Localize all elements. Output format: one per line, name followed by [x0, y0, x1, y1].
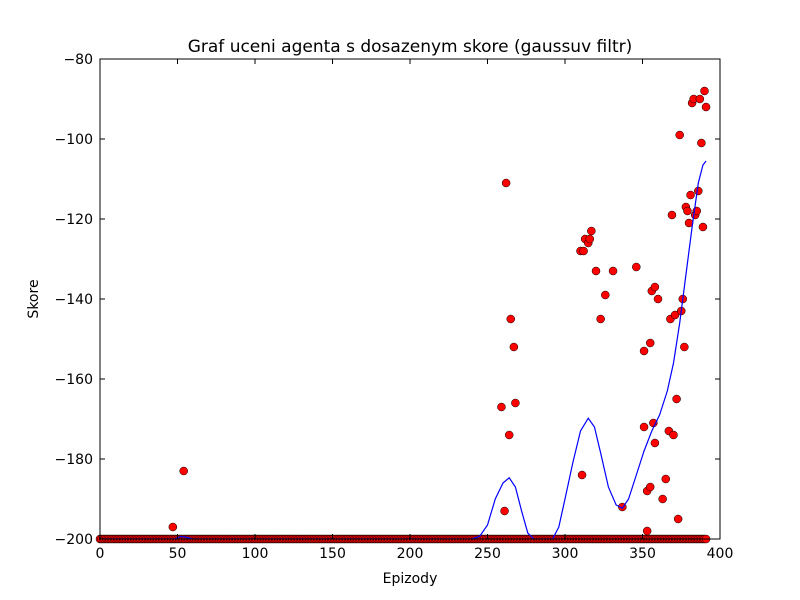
score-point: [596, 314, 605, 324]
axis-ticks: 0 50 100 150 200 250 300 350 400 −200 −180 −160 −140…: [55, 52, 734, 562]
score-point: [642, 526, 652, 536]
score-point: [585, 234, 595, 244]
score-point: [591, 266, 601, 276]
score-point: [670, 310, 680, 320]
gaussian-smoothed-line: [100, 160, 707, 539]
score-point: [639, 346, 649, 356]
y-tick-label: −120: [55, 212, 93, 228]
score-point: [501, 178, 511, 188]
y-tick-label: −140: [55, 292, 93, 308]
score-point: [168, 522, 178, 532]
score-point: [675, 130, 684, 140]
x-tick-label: 300: [552, 546, 579, 562]
score-point: [511, 398, 520, 408]
score-point: [579, 246, 588, 256]
score-point: [500, 506, 509, 516]
score-point: [509, 342, 519, 352]
x-tick-label: 400: [707, 546, 734, 562]
x-tick-label: 250: [474, 546, 501, 562]
score-point: [701, 102, 711, 112]
y-tick-label: −200: [55, 532, 93, 548]
score-point: [650, 438, 660, 448]
y-axis-label: Skore: [26, 279, 42, 318]
x-tick-label: 50: [169, 546, 187, 562]
score-point: [697, 138, 706, 148]
y-tick-label: −160: [55, 372, 93, 388]
score-point: [658, 494, 667, 504]
x-tick-label: 200: [397, 546, 424, 562]
score-point: [601, 290, 610, 300]
score-point: [661, 474, 670, 484]
x-axis-label: Epizody: [383, 571, 438, 587]
x-tick-label: 150: [319, 546, 346, 562]
score-point: [179, 466, 188, 476]
plot-area: [95, 86, 711, 544]
score-point: [632, 262, 641, 272]
plot-frame: [99, 58, 721, 540]
y-tick-label: −100: [55, 132, 93, 148]
score-point: [639, 422, 649, 432]
y-tick-label: −80: [63, 52, 93, 68]
score-point: [506, 314, 515, 324]
score-point: [646, 338, 655, 348]
score-point: [577, 470, 587, 480]
score-point: [672, 394, 681, 404]
score-point: [646, 482, 655, 492]
score-point: [504, 430, 514, 440]
score-point: [673, 514, 683, 524]
score-point: [650, 282, 660, 292]
score-point: [667, 210, 677, 220]
score-point: [497, 402, 506, 412]
x-tick-label: 350: [629, 546, 656, 562]
score-point: [686, 190, 695, 200]
chart-title: Graf uceni agenta s dosazenym skore (gau…: [188, 37, 633, 57]
score-point: [694, 186, 703, 196]
score-point: [683, 206, 692, 216]
x-tick-label: 100: [242, 546, 269, 562]
score-markers: [95, 86, 711, 544]
score-point: [680, 342, 689, 352]
x-tick-label: 0: [96, 546, 105, 562]
score-point: [669, 430, 678, 440]
score-point: [700, 86, 709, 96]
score-point: [587, 226, 596, 236]
score-point: [608, 266, 618, 276]
score-point: [653, 294, 663, 304]
y-tick-label: −180: [55, 452, 93, 468]
score-point: [695, 94, 705, 104]
score-point: [698, 222, 708, 232]
